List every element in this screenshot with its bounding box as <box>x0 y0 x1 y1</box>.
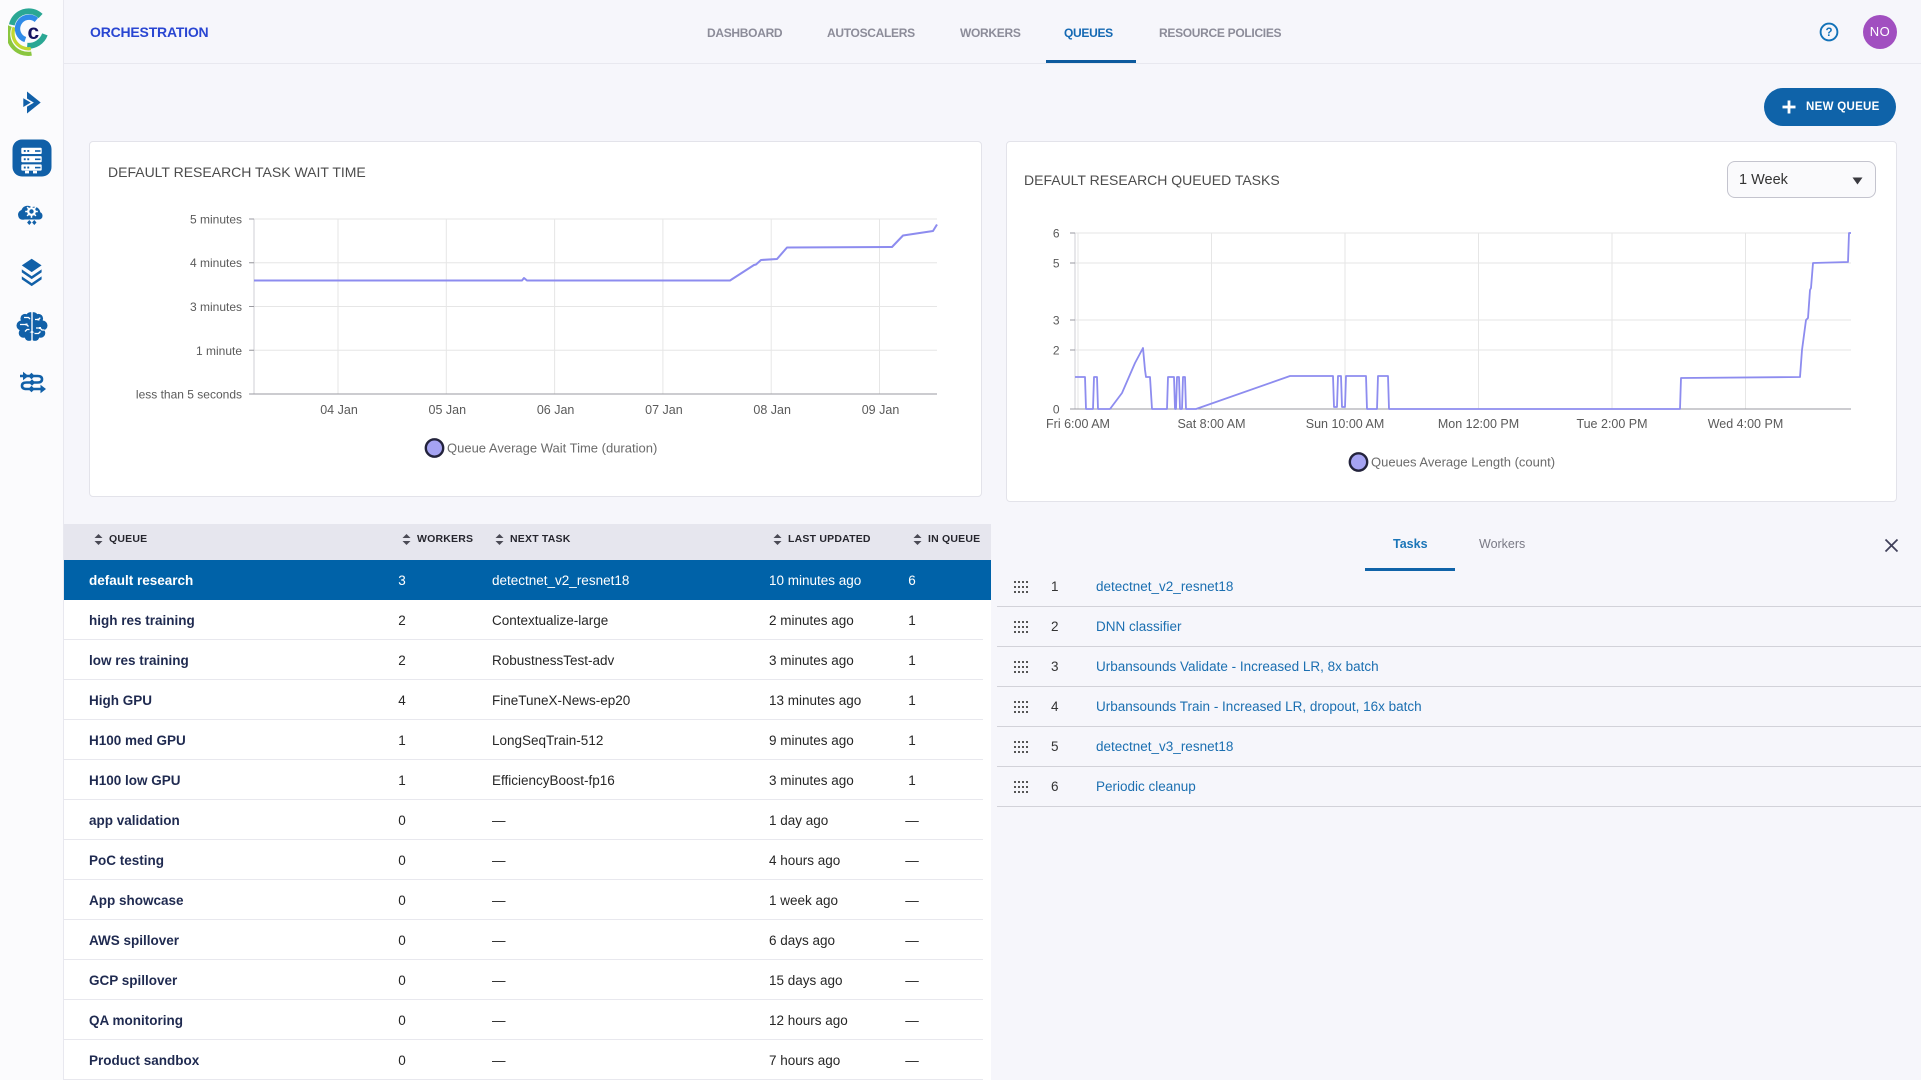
svg-text:c: c <box>28 21 40 44</box>
svg-text:2: 2 <box>1053 344 1060 358</box>
svg-text:09 Jan: 09 Jan <box>862 403 900 417</box>
svg-text:Fri 6:00 AM: Fri 6:00 AM <box>1046 417 1110 431</box>
svg-text:less than 5 seconds: less than 5 seconds <box>136 388 242 402</box>
svg-text:05 Jan: 05 Jan <box>429 403 467 417</box>
svg-text:5: 5 <box>1053 257 1060 271</box>
svg-text:Queues Average Length (count): Queues Average Length (count) <box>1371 455 1555 470</box>
svg-text:06 Jan: 06 Jan <box>537 403 575 417</box>
svg-text:Sat 8:00 AM: Sat 8:00 AM <box>1177 417 1245 431</box>
svg-text:07 Jan: 07 Jan <box>645 403 683 417</box>
svg-text:6: 6 <box>1053 227 1060 241</box>
svg-text:Queue Average Wait Time (durat: Queue Average Wait Time (duration) <box>447 441 657 456</box>
svg-text:08 Jan: 08 Jan <box>753 403 791 417</box>
svg-text:Mon 12:00 PM: Mon 12:00 PM <box>1438 417 1519 431</box>
svg-text:Sun 10:00 AM: Sun 10:00 AM <box>1306 417 1385 431</box>
svg-text:Wed 4:00 PM: Wed 4:00 PM <box>1708 417 1784 431</box>
svg-text:4 minutes: 4 minutes <box>190 256 242 270</box>
svg-text:3: 3 <box>1053 314 1060 328</box>
svg-text:1 minute: 1 minute <box>196 344 242 358</box>
svg-text:0: 0 <box>1053 403 1060 417</box>
svg-text:?: ? <box>1825 27 1832 39</box>
svg-text:04 Jan: 04 Jan <box>320 403 358 417</box>
svg-text:Tue 2:00 PM: Tue 2:00 PM <box>1576 417 1647 431</box>
svg-text:5 minutes: 5 minutes <box>190 213 242 227</box>
svg-text:3 minutes: 3 minutes <box>190 300 242 314</box>
